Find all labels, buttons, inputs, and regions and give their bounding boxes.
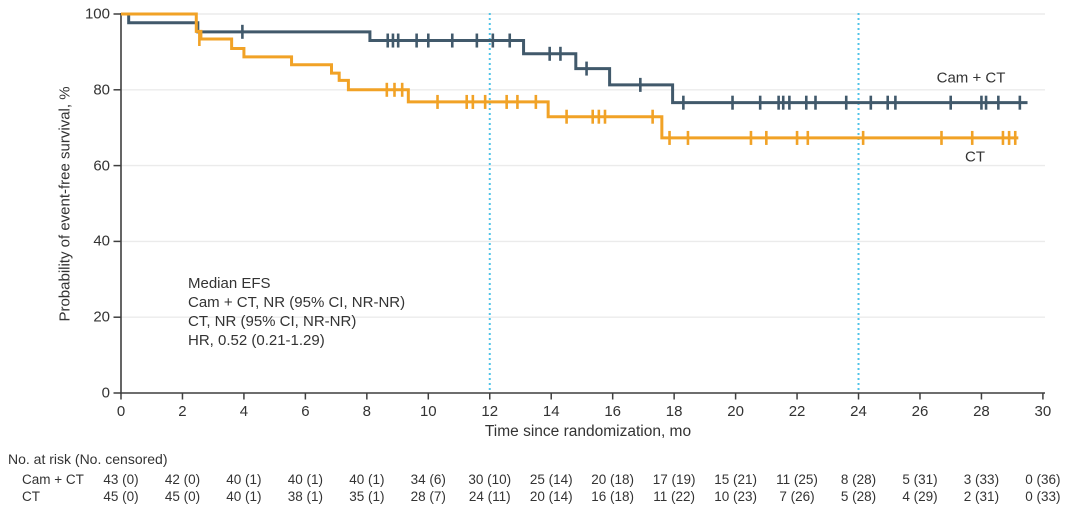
risk-cell: 20 (18) bbox=[591, 472, 635, 487]
risk-cell: 7 (26) bbox=[779, 489, 815, 504]
risk-cell: 4 (29) bbox=[902, 489, 938, 504]
x-tick-label: 12 bbox=[481, 403, 499, 420]
y-axis-title: Probability of event-free survival, % bbox=[56, 86, 74, 322]
risk-cell: 10 (23) bbox=[714, 489, 757, 504]
risk-cell: 42 (0) bbox=[164, 472, 201, 487]
risk-cell: 34 (6) bbox=[410, 472, 446, 487]
risk-cell: 45 (0) bbox=[164, 489, 201, 504]
risk-cell: 11 (22) bbox=[653, 489, 696, 504]
annotation-line-2: Cam + CT, NR (95% CI, NR-NR) bbox=[188, 294, 406, 311]
x-tick-label: 24 bbox=[850, 403, 867, 420]
risk-cell: 11 (25) bbox=[776, 472, 818, 487]
curve-label-ct: CT bbox=[965, 148, 985, 166]
risk-cell: 17 (19) bbox=[652, 472, 696, 487]
annotation-line-4: HR, 0.52 (0.21-1.29) bbox=[188, 332, 325, 349]
x-axis-title: Time since randomization, mo bbox=[484, 423, 692, 440]
x-tick-label: 14 bbox=[542, 403, 560, 420]
km-curve-ct bbox=[121, 12, 1019, 140]
annotation-line-3: CT, NR (95% CI, NR-NR) bbox=[188, 313, 357, 330]
risk-cell: 35 (1) bbox=[349, 489, 385, 504]
risk-cell: 24 (11) bbox=[468, 489, 511, 504]
risk-cell: 30 (10) bbox=[468, 472, 512, 487]
risk-cell: 5 (28) bbox=[840, 489, 877, 504]
x-tick-label: 18 bbox=[665, 403, 683, 420]
median-efs-annotation: Median EFS Cam + CT, NR (95% CI, NR-NR) … bbox=[188, 274, 405, 350]
x-tick-label: 28 bbox=[973, 403, 990, 420]
y-tick-label: 0 bbox=[101, 384, 110, 402]
y-tick-label: 60 bbox=[93, 157, 110, 175]
risk-cell: 40 (1) bbox=[287, 472, 324, 487]
risk-cell: 0 (36) bbox=[1025, 472, 1061, 487]
risk-cell: 40 (1) bbox=[226, 472, 262, 487]
risk-cell: 3 (33) bbox=[963, 472, 1000, 487]
x-tick-label: 10 bbox=[419, 403, 437, 420]
x-tick-label: 26 bbox=[911, 403, 929, 420]
x-tick-label: 16 bbox=[604, 403, 622, 420]
risk-table-header: No. at risk (No. censored) bbox=[8, 451, 168, 467]
y-tick-label: 100 bbox=[84, 5, 110, 23]
x-tick-label: 2 bbox=[178, 403, 187, 420]
risk-cell: 43 (0) bbox=[103, 472, 139, 487]
y-tick-label: 20 bbox=[93, 308, 110, 326]
risk-row-label: CT bbox=[22, 489, 40, 504]
risk-cell: 5 (31) bbox=[902, 472, 938, 487]
annotation-line-1: Median EFS bbox=[188, 275, 271, 292]
risk-cell: 40 (1) bbox=[349, 472, 385, 487]
curve-label-cam-ct: Cam + CT bbox=[936, 69, 1006, 87]
risk-cell: 28 (7) bbox=[410, 489, 446, 504]
risk-cell: 16 (18) bbox=[591, 489, 635, 504]
risk-cell: 25 (14) bbox=[529, 472, 573, 487]
risk-cell: 0 (33) bbox=[1025, 489, 1061, 504]
risk-cell: 40 (1) bbox=[226, 489, 262, 504]
x-tick-label: 22 bbox=[788, 403, 806, 420]
x-tick-label: 20 bbox=[727, 403, 744, 420]
x-tick-label: 30 bbox=[1034, 403, 1052, 420]
risk-row-label: Cam + CT bbox=[22, 472, 84, 487]
risk-cell: 8 (28) bbox=[840, 472, 877, 487]
y-tick-label: 80 bbox=[93, 81, 110, 99]
x-tick-label: 4 bbox=[239, 403, 249, 420]
risk-cell: 15 (21) bbox=[714, 472, 757, 487]
y-tick-label: 40 bbox=[93, 232, 110, 250]
x-tick-label: 8 bbox=[362, 403, 371, 420]
x-tick-label: 6 bbox=[301, 403, 310, 420]
risk-cell: 45 (0) bbox=[103, 489, 139, 504]
risk-cell: 38 (1) bbox=[287, 489, 324, 504]
x-tick-label: 0 bbox=[116, 403, 126, 420]
risk-cell: 20 (14) bbox=[529, 489, 573, 504]
risk-cell: 2 (31) bbox=[963, 489, 1000, 504]
